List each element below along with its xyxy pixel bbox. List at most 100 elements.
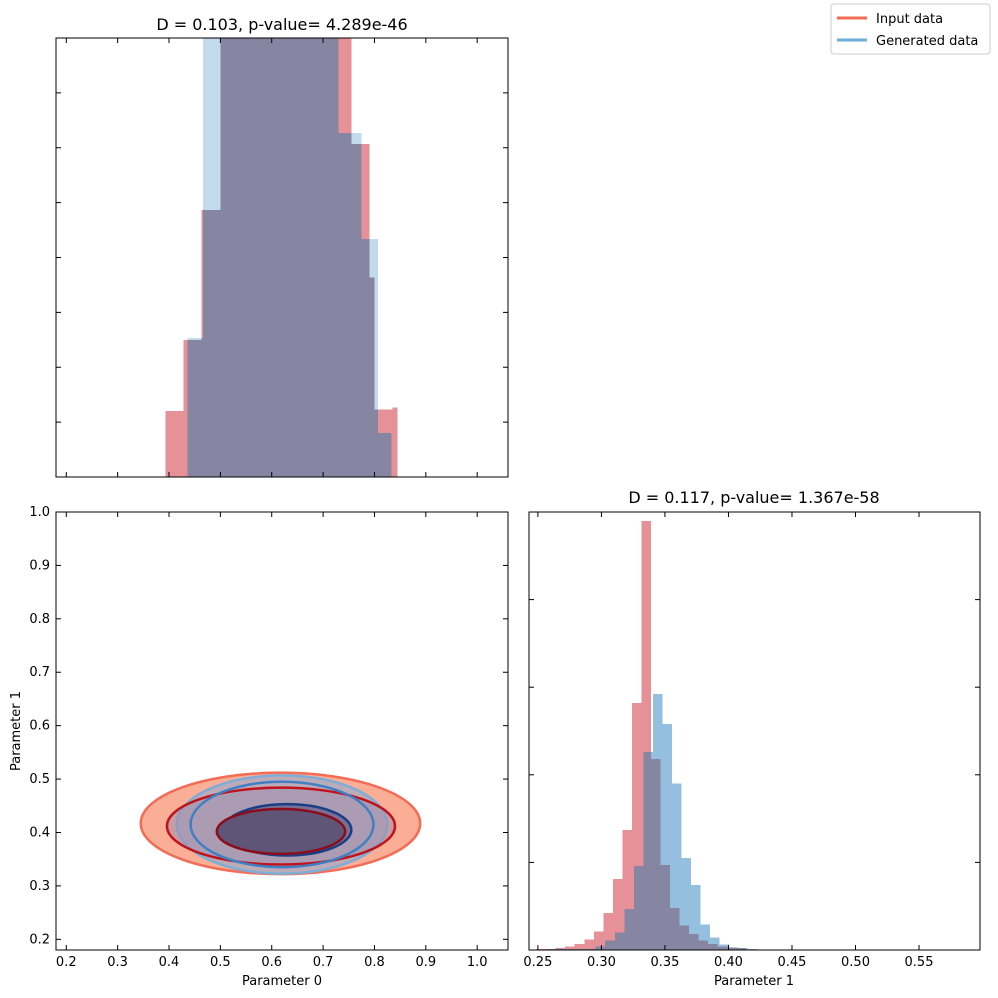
x-tick-label: 0.4 <box>159 955 180 970</box>
legend-label-generated: Generated data <box>876 34 978 49</box>
y-tick-label: 0.6 <box>29 719 50 734</box>
y-tick-label: 1.0 <box>29 505 50 520</box>
y-tick-label: 0.8 <box>29 612 50 627</box>
hist1-bar-overlap <box>736 948 739 950</box>
hist1-bar-overlap <box>643 752 651 950</box>
x-tick-label: 0.50 <box>841 955 870 970</box>
hist1-bar-generated <box>671 783 682 950</box>
hist1-bar-overlap <box>670 907 672 950</box>
hist1-bar-input <box>574 943 585 950</box>
hist1-bar-overlap <box>631 908 634 950</box>
hist1-bar-generated <box>681 858 691 950</box>
x-tick-label: 0.45 <box>778 955 807 970</box>
panel-param1-histogram: 0.25 0.30 0.35 0.40 0.45 0.50 0.55 D = 0.117, … <box>523 488 981 989</box>
x-tick-label: 0.3 <box>107 955 128 970</box>
hist1-bar-input <box>622 829 632 950</box>
hist1-bar-overlap <box>700 940 709 950</box>
hist1-bar-overlap <box>612 940 615 950</box>
hist1-bar-overlap <box>719 946 728 950</box>
panel-joint-contour: 0.2 0.3 0.4 0.5 0.6 0.7 0.8 0.9 1.0 0.2 0.3 0.4 0.5 0… <box>9 505 509 989</box>
hist0-bar-overlap <box>220 38 224 477</box>
x-tick-label: 0.7 <box>313 955 334 970</box>
hist1-bar-overlap <box>717 946 720 950</box>
hist0-bar-overlap <box>201 337 203 477</box>
x-tick-label: 0.6 <box>261 955 282 970</box>
hist1-bar-overlap <box>729 947 737 950</box>
hist1-bar-overlap <box>624 908 632 950</box>
hist0-bar-overlap <box>187 339 202 477</box>
hist1-bar-overlap <box>679 925 682 950</box>
hist0-bar-input <box>392 407 398 477</box>
legend: Input data Generated data <box>830 3 991 55</box>
hist1-bar-overlap <box>698 940 701 950</box>
legend-label-input: Input data <box>876 12 943 27</box>
x-tick-label: 0.9 <box>415 955 436 970</box>
hist0-bar-overlap <box>223 38 339 477</box>
x-tick-label: 0.25 <box>523 955 552 970</box>
hist1-bar-input <box>641 520 651 950</box>
hist0-bar-overlap <box>338 133 352 477</box>
hist1-ticks: 0.25 0.30 0.35 0.40 0.45 0.50 0.55 <box>523 512 980 970</box>
y-tick-label: 0.7 <box>29 665 50 680</box>
hist0-bar-input <box>165 411 184 477</box>
contour-axes-frame <box>55 511 509 951</box>
hist1-bar-generated <box>662 723 672 950</box>
hist1-bar-overlap <box>633 865 642 950</box>
hist1-bar-overlap <box>689 934 691 950</box>
hist0-bar-overlap <box>378 433 392 477</box>
hist1-bar-overlap <box>662 865 671 950</box>
hist0-bar-overlap <box>369 277 375 477</box>
x-tick-label: 0.35 <box>650 955 679 970</box>
hist1-bar-input <box>603 913 613 950</box>
hist1-axes-frame <box>528 511 981 951</box>
hist0-bar-overlap <box>202 209 221 478</box>
hist1-bar-overlap <box>738 948 747 950</box>
hist0-bar-overlap <box>361 239 370 477</box>
hist0-plot-area <box>165 38 398 478</box>
contour-y-axis-label: Parameter 1 <box>9 691 24 771</box>
hist1-bar-overlap <box>671 907 680 950</box>
hist1-bar-overlap <box>622 932 625 950</box>
hist0-ticks <box>56 38 508 477</box>
hist1-bar-overlap <box>614 932 623 950</box>
x-tick-label: 0.2 <box>56 955 77 970</box>
hist1-bar-overlap <box>605 940 613 950</box>
hist1-bar-overlap <box>595 946 604 950</box>
x-tick-label: 0.40 <box>714 955 743 970</box>
y-tick-label: 0.9 <box>29 558 50 573</box>
hist1-bar-input <box>565 946 575 950</box>
y-tick-label: 0.3 <box>29 879 50 894</box>
hist1-bar-overlap <box>690 934 699 950</box>
y-tick-label: 0.2 <box>29 932 50 947</box>
x-tick-label: 1.0 <box>467 955 488 970</box>
x-tick-label: 0.30 <box>587 955 616 970</box>
hist0-bar-overlap <box>374 409 379 477</box>
contour-x-axis-label: Parameter 0 <box>242 974 322 989</box>
hist1-bar-generated <box>700 924 711 950</box>
hist0-bar-overlap <box>351 144 362 477</box>
x-tick-label: 0.5 <box>210 955 231 970</box>
hist1-bar-input <box>593 931 604 950</box>
x-tick-label: 0.55 <box>905 955 934 970</box>
y-tick-label: 0.5 <box>29 772 50 787</box>
panel-param0-histogram: D = 0.103, p-value= 4.289e-46 <box>55 15 509 478</box>
contour-plot-area <box>139 771 422 876</box>
hist1-plot-area <box>536 520 758 950</box>
input-contour-inner <box>215 807 347 856</box>
hist1-bar-overlap <box>710 943 718 950</box>
hist1-bar-overlap <box>650 759 653 950</box>
hist1-x-axis-label: Parameter 1 <box>714 974 794 989</box>
legend-frame <box>830 3 991 55</box>
hist1-bar-input <box>631 702 642 950</box>
x-tick-label: 0.8 <box>364 955 385 970</box>
hist0-title: D = 0.103, p-value= 4.289e-46 <box>156 15 407 34</box>
hist1-bar-input <box>584 939 594 950</box>
hist1-bar-overlap <box>641 865 644 950</box>
hist1-bar-generated <box>690 885 701 950</box>
hist1-bar-overlap <box>708 943 711 950</box>
hist1-bar-overlap <box>603 946 606 950</box>
hist1-bar-input <box>612 879 623 950</box>
generated-contour-mid <box>189 780 375 869</box>
hist1-bar-overlap <box>660 865 663 950</box>
